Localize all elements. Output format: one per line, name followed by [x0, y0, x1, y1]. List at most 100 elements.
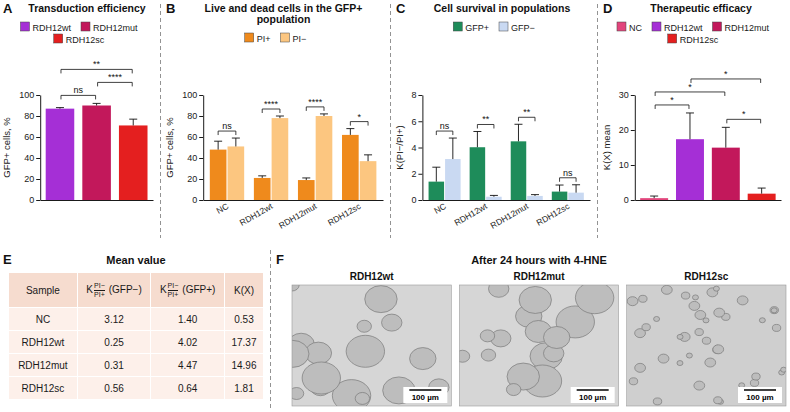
cell-shape — [642, 324, 650, 331]
y-axis-title: K(X) mean — [601, 125, 612, 170]
bar — [228, 146, 245, 200]
table-cell: 17.37 — [224, 331, 263, 354]
k-fraction: PI−PI+ — [94, 282, 105, 299]
significance-label: **** — [108, 72, 123, 82]
table-panel: EMean value — [3, 252, 166, 267]
cell-shape — [635, 363, 646, 372]
bar — [298, 180, 315, 200]
cell-shape — [346, 335, 384, 367]
error-bar — [514, 124, 522, 141]
y-tick: 80 — [187, 111, 203, 121]
y-axis: 020406080100 — [19, 90, 41, 205]
micrograph-label: RDH12sc — [684, 271, 728, 282]
cell-shape — [770, 307, 778, 314]
bar — [316, 116, 333, 200]
panel-letter: B — [166, 1, 175, 16]
y-axis-title: GFP+ cells, % — [164, 117, 175, 178]
error-bar — [320, 114, 328, 116]
x-tick-label: RDH12mut — [277, 201, 319, 231]
y-tick-mark — [36, 158, 40, 159]
table-cell: 1.40 — [151, 308, 225, 331]
micrograph: RDH12wt100 µm — [277, 271, 452, 412]
legend-item: PI+ — [245, 33, 271, 44]
micrograph-background — [627, 285, 786, 406]
bar — [552, 192, 568, 200]
x-axis-line — [41, 200, 154, 201]
y-tick-label: 100 — [182, 90, 197, 100]
y-tick: 6 — [411, 117, 422, 127]
cell-shape — [302, 362, 340, 394]
table-cell: 4.47 — [151, 354, 225, 377]
panel-letter: A — [3, 1, 13, 16]
legend-swatch — [54, 34, 63, 43]
table-cell: 0.53 — [224, 308, 263, 331]
plot-marks — [46, 103, 148, 200]
bar — [254, 178, 271, 200]
error-bar — [258, 176, 266, 178]
significance-bracket — [61, 95, 96, 99]
cell-shape — [292, 285, 299, 291]
legend-label: PI+ — [257, 34, 271, 44]
significance: ns********* — [218, 97, 368, 135]
legend-label: RDH12mut — [93, 23, 138, 33]
cell-shape — [737, 296, 748, 305]
y-tick-mark — [36, 200, 40, 201]
table-cell: 14.96 — [224, 354, 263, 377]
bar — [46, 109, 75, 200]
significance-label: **** — [308, 97, 323, 107]
error-bar — [232, 138, 240, 146]
cell-shape — [382, 314, 402, 331]
y-axis: 020406080100 — [182, 90, 204, 205]
x-tick: RDH12mut — [489, 201, 531, 231]
y-tick-mark — [199, 137, 203, 138]
scale-bar-box — [403, 387, 447, 403]
y-tick-mark — [631, 165, 635, 166]
y-tick: 20 — [187, 174, 203, 184]
legend: NCRDH12wtRDH12mutRDH12sc — [617, 22, 770, 45]
table-cell: 3.12 — [77, 308, 151, 331]
bar — [712, 148, 740, 200]
y-axis-line — [203, 96, 204, 201]
bar — [568, 193, 584, 200]
significance: **** — [655, 69, 761, 123]
bar — [429, 182, 445, 200]
y-tick: 60 — [187, 132, 203, 142]
cell-shape — [750, 379, 758, 386]
error-bar — [449, 138, 457, 159]
plot-marks — [429, 124, 584, 200]
cell-shape — [677, 334, 683, 339]
micrograph-image — [459, 285, 618, 406]
x-tick-label: RDH12wt — [238, 201, 275, 228]
y-tick: 80 — [24, 111, 40, 121]
y-tick-label: 4 — [411, 143, 416, 153]
bar — [272, 118, 289, 200]
significance-bracket — [436, 131, 453, 135]
significance-label: ns — [440, 121, 450, 131]
column-header: KPI−PI+(GFP+) — [151, 273, 225, 308]
significance-bracket — [350, 122, 368, 126]
significance-label: * — [357, 112, 361, 122]
plot-marks — [640, 113, 775, 200]
y-tick-mark — [418, 95, 422, 96]
text-line: Transduction efficiency — [28, 2, 145, 14]
cell-shape — [629, 378, 637, 385]
y-tick: 0 — [29, 195, 40, 205]
cell-shape — [292, 340, 309, 367]
cell-shape — [357, 320, 371, 332]
separator — [160, 4, 161, 238]
micrograph-frame — [627, 285, 786, 406]
x-tick: NC — [215, 201, 231, 216]
y-tick: 0 — [411, 195, 422, 205]
chart-panel: BLive and dead cells in the GFP+populati… — [164, 1, 384, 231]
y-tick-mark — [631, 130, 635, 131]
denominator: PI+ — [94, 291, 105, 299]
y-tick-mark — [199, 200, 203, 201]
table-cell: RDH12mut — [9, 354, 78, 377]
cell-shape — [410, 348, 436, 370]
bar — [748, 194, 776, 200]
cell-shape — [677, 361, 683, 366]
cell-shape — [695, 310, 706, 319]
y-tick-label: 30 — [619, 90, 629, 100]
cell-shape — [489, 285, 509, 297]
y-tick-label: 100 — [19, 90, 34, 100]
